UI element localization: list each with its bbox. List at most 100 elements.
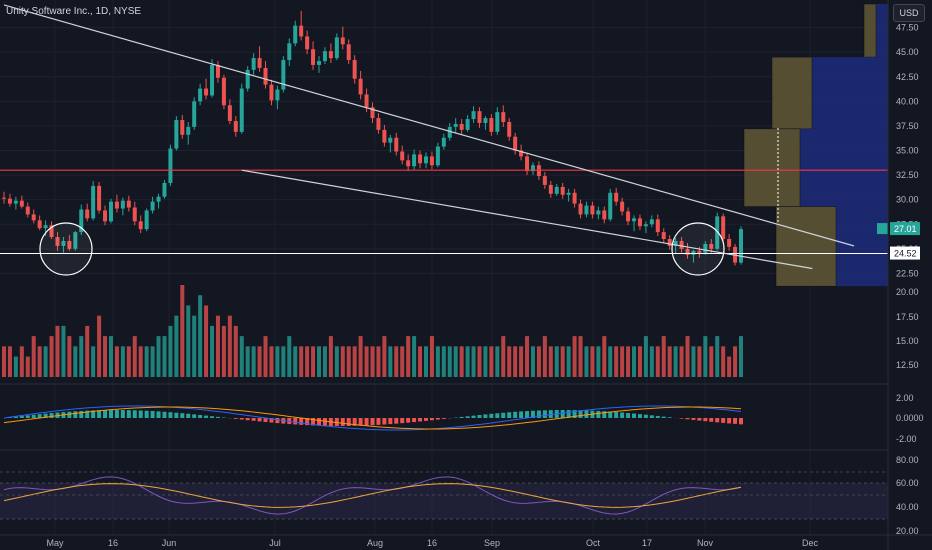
support-price-badge (890, 246, 920, 260)
volume-bar (97, 315, 102, 377)
volume-bar (358, 336, 363, 377)
candle-body (97, 185, 102, 211)
volume-bar (299, 346, 304, 377)
macd-histogram-bar (519, 411, 524, 418)
macd-histogram-bar (566, 410, 571, 418)
macd-histogram-bar (626, 413, 631, 418)
time-axis[interactable]: May 16 Jun Jul Aug 16 Sep Oct 17 Nov Dec (0, 534, 932, 548)
time-tick-label: Dec (802, 538, 819, 548)
volume-bar (560, 346, 565, 377)
volume-bar (103, 336, 108, 377)
volume-bar (483, 346, 488, 377)
volume-tick-label: 12.50 (896, 360, 919, 370)
macd-histogram-bar (263, 418, 268, 423)
macd-histogram-bar (317, 418, 322, 426)
candle-body (346, 44, 351, 61)
candle-body (67, 240, 72, 249)
candle-body (602, 210, 607, 220)
volume-bar (67, 336, 72, 377)
macd-histogram-bar (637, 414, 642, 418)
price-axis[interactable]: 47.50 45.00 42.50 40.00 37.50 35.00 32.50 30.00… (877, 0, 924, 550)
candle-body (435, 146, 440, 166)
rsi-ma-line (3, 483, 742, 508)
macd-histogram-bar (649, 415, 654, 418)
candle-body (429, 156, 434, 166)
macd-histogram-bar (560, 410, 565, 418)
macd-histogram-bar (620, 412, 625, 418)
volume-bar (227, 315, 232, 377)
volume-bar (346, 346, 351, 377)
candle-body (37, 220, 42, 229)
volume-bar (536, 346, 541, 377)
volume-bar (477, 346, 482, 377)
macd-histogram-bar (19, 416, 24, 418)
volume-bar (233, 325, 238, 377)
price-tick-label: 40.00 (896, 96, 919, 106)
candle-body (412, 154, 417, 167)
candle-body (727, 239, 732, 247)
volume-bar (352, 346, 357, 377)
candle-body (590, 205, 595, 215)
volume-bar (132, 336, 137, 377)
candle-body (281, 60, 286, 90)
candle-body (138, 221, 143, 230)
candle-body (483, 118, 488, 123)
macd-histogram-bar (501, 412, 506, 418)
volume-bar (697, 346, 702, 377)
macd-histogram-bar (198, 414, 203, 418)
macd-histogram-bar (43, 413, 48, 418)
macd-histogram-bar (370, 418, 375, 426)
macd-histogram-bar (215, 416, 220, 418)
symbol-title[interactable]: Unity Software Inc., 1D, NYSE (6, 6, 142, 17)
volume-bar (334, 346, 339, 377)
volume-bar (239, 336, 244, 377)
price-tick-label: 45.00 (896, 47, 919, 57)
time-tick-label: Jul (269, 538, 281, 548)
volume-bar (519, 346, 524, 377)
time-tick-label: Aug (367, 538, 383, 548)
macd-histogram-bar (614, 412, 619, 418)
volume-bar (269, 346, 274, 377)
macd-histogram-bar (91, 410, 96, 418)
volume-bar (412, 336, 417, 377)
last-price-badge (890, 222, 920, 236)
volume-bar (453, 346, 458, 377)
volume-bar (423, 346, 428, 377)
volume-profile-bar-value-area (771, 56, 813, 130)
volume-bar (61, 325, 66, 377)
macd-histogram-bar (418, 418, 423, 422)
volume-bar (91, 346, 96, 377)
candle-body (215, 64, 220, 78)
candle-body (542, 176, 547, 185)
currency-button[interactable]: USD (893, 4, 925, 22)
volume-bars (2, 285, 743, 377)
candle-body (530, 165, 535, 172)
candle-body (91, 185, 96, 219)
volume-bar (275, 346, 280, 377)
candle-body (525, 156, 530, 172)
candle-body (334, 37, 339, 59)
macd-histogram-bar (49, 413, 54, 418)
support-price-label: 24.52 (894, 249, 917, 259)
macd-histogram-bar (572, 410, 577, 418)
volume-bar (25, 356, 30, 377)
macd-histogram-bar (542, 410, 547, 418)
volume-bar (263, 336, 268, 377)
candle-body (162, 182, 167, 197)
volume-bar (382, 336, 387, 377)
volume-bar (530, 346, 535, 377)
macd-histogram-bar (548, 410, 553, 418)
macd-histogram-bar (483, 414, 488, 418)
volume-bar (643, 336, 648, 377)
rsi-pane (0, 449, 888, 520)
volume-bar (596, 346, 601, 377)
candle-body (239, 88, 244, 132)
volume-bar (661, 336, 666, 377)
candle-body (418, 154, 423, 164)
volume-bar (685, 336, 690, 377)
signal-line (3, 406, 742, 430)
volume-bar (441, 346, 446, 377)
candle-body (394, 137, 399, 152)
drawn-lines[interactable] (0, 4, 888, 276)
